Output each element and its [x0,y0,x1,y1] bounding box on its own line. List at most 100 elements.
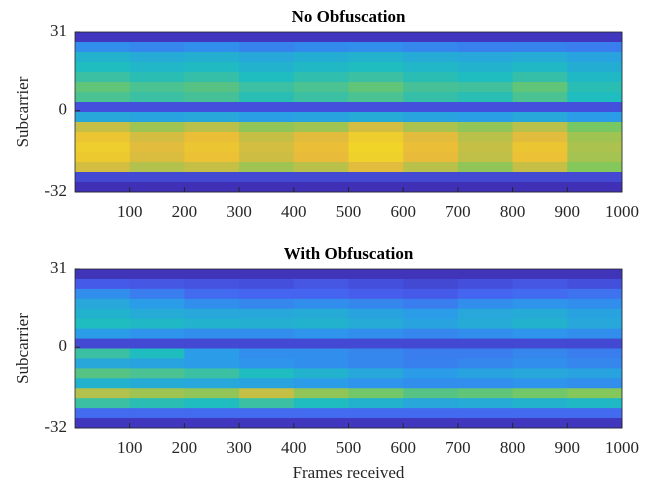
heatmap-cell [348,122,404,133]
heatmap-cell [403,308,459,320]
heatmap-cell [75,132,131,143]
heatmap-cell [403,348,459,359]
heatmap-cell [457,328,514,340]
x-tick-label: 500 [336,438,362,457]
heatmap-cell [184,348,240,359]
heatmap-cell [567,278,623,290]
x-tick-label: 600 [390,438,416,457]
heatmap-cell [129,52,185,63]
heatmap-cell [293,122,349,133]
heatmap-cell [293,112,349,123]
heatmap-cell [403,368,459,379]
heatmap-cell [567,122,623,133]
heatmap-cell [293,182,349,193]
heatmap-cell [512,408,568,419]
heatmap-cell [403,122,459,133]
heatmap-cell [348,52,404,63]
heatmap-cell [567,269,623,280]
heatmap-cell [75,308,131,320]
heatmap-cell [348,368,404,379]
heatmap-cell [348,62,404,73]
heatmap-cell [184,42,240,53]
heatmap-cell [293,278,349,290]
heatmap-cell [75,408,131,419]
heatmap-cell [184,368,240,379]
heatmap-cell [348,269,404,280]
heatmap-cell [293,269,349,280]
heatmap-cell [512,182,568,193]
heatmap-cell [75,72,131,83]
heatmap-cell [403,408,459,419]
heatmap-cell [129,42,185,53]
heatmap-cell [75,82,131,93]
heatmap-cell [184,112,240,123]
heatmap-cell [129,398,185,409]
heatmap-cell [75,318,131,330]
heatmap-cell [239,368,295,379]
heatmap-cell [457,182,514,193]
heatmap-cell [293,142,349,153]
heatmap-cell [567,348,623,359]
heatmap-cell [567,52,623,63]
heatmap-cell [457,102,514,113]
heatmap-cell [129,122,185,133]
heatmap-cell [75,358,131,369]
heatmap-cell [403,288,459,300]
heatmap-cell [129,298,185,310]
heatmap-cell [129,72,185,83]
x-tick-label: 300 [226,202,252,221]
heatmap-cell [457,358,514,369]
heatmap-cell [75,122,131,133]
heatmap-cell [403,318,459,330]
heatmap-cell [512,318,568,330]
heatmap-cell [239,92,295,103]
heatmap-cell [184,52,240,63]
heatmap-cell [129,132,185,143]
y-tick-label: 0 [59,100,68,119]
heatmap-cell [457,72,514,83]
heatmap-cell [512,348,568,359]
heatmap-cell [348,328,404,340]
heatmap-cell [567,328,623,340]
heatmap-cell [129,32,185,43]
x-axis-label: Frames received [293,463,405,482]
heatmap-cell [75,298,131,310]
heatmap-cell [129,82,185,93]
heatmap-cell [403,378,459,389]
heatmap-cell [348,102,404,113]
heatmap-cell [403,172,459,183]
heatmap-cell [348,162,404,173]
heatmap-cell [348,172,404,183]
heatmap-cell [567,298,623,310]
heatmap-cell [239,328,295,340]
heatmap-cell [512,398,568,409]
x-tick-label: 900 [555,438,581,457]
heatmap-cell [457,162,514,173]
heatmap-cell [348,378,404,389]
heatmap-cell [239,358,295,369]
heatmap-cell [403,278,459,290]
heatmap-cell [75,162,131,173]
heatmap-cell [512,42,568,53]
heatmap-cell [457,269,514,280]
heatmap-cell [75,112,131,123]
heatmap-cell [457,338,514,349]
heatmap-cell [75,152,131,163]
heatmap-cell [293,162,349,173]
heatmap-cell [403,112,459,123]
heatmap-cell [75,278,131,290]
heatmap-cell [293,132,349,143]
heatmap-cell [403,82,459,93]
heatmap-cell [567,318,623,330]
heatmap-cell [512,102,568,113]
heatmap-cell [129,308,185,320]
heatmap-cell [512,122,568,133]
heatmap-cell [403,338,459,349]
heatmap-cell [403,269,459,280]
heatmap-cell [129,102,185,113]
heatmap-cell [184,152,240,163]
heatmap-cell [239,338,295,349]
heatmap-cell [567,142,623,153]
heatmap-cell [239,388,295,399]
heatmap-cell [239,152,295,163]
